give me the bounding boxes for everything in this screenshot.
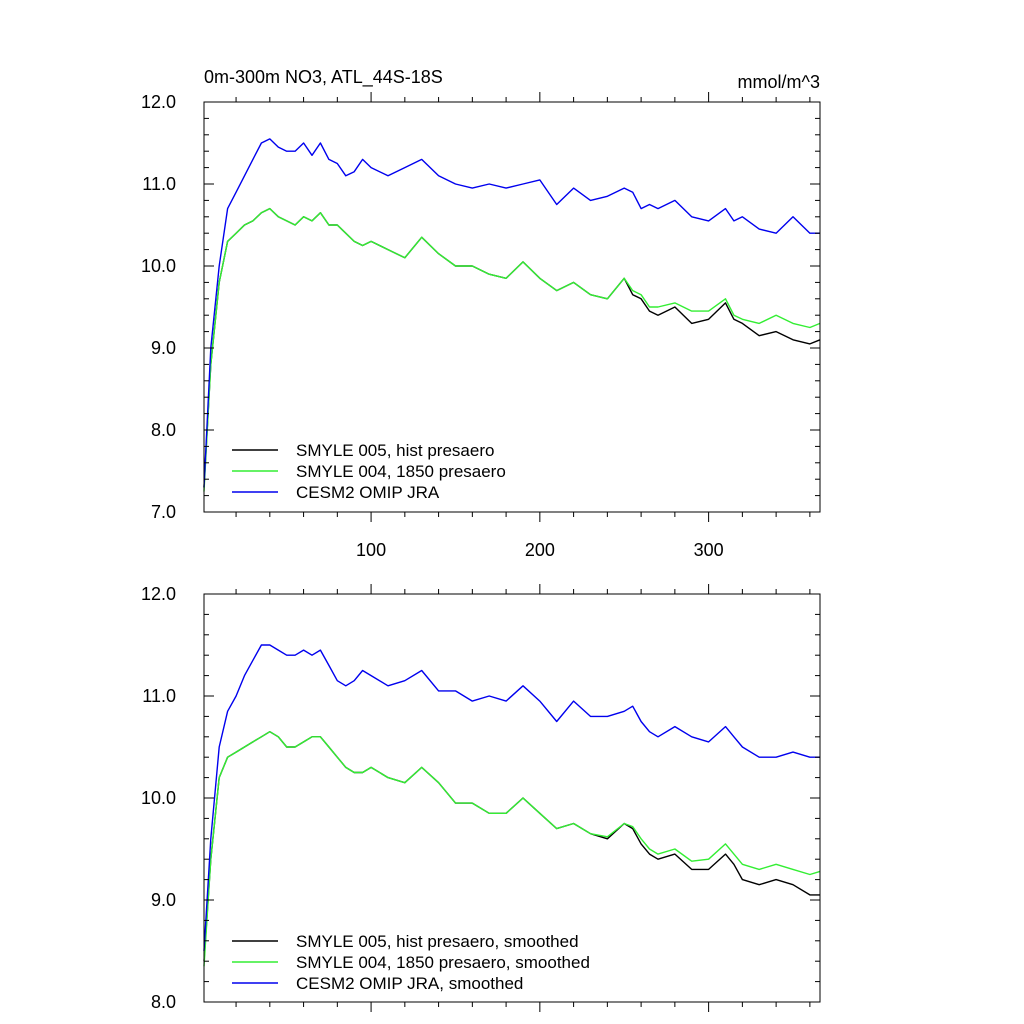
legend-label: CESM2 OMIP JRA: [296, 483, 440, 502]
y-tick-label: 10.0: [141, 256, 176, 276]
plot-frame: [203, 101, 821, 513]
y-tick-label: 8.0: [151, 420, 176, 440]
y-tick-label: 11.0: [142, 686, 176, 706]
x-tick-label: 100: [356, 540, 386, 560]
series-line-1-1: [203, 731, 821, 967]
chart-title: 0m-300m NO3, ATL_44S-18S: [204, 67, 443, 88]
y-tick-label: 12.0: [141, 584, 176, 604]
series-line-0-2: [203, 138, 820, 488]
x-tick-label: 300: [694, 540, 724, 560]
y-tick-label: 11.0: [142, 174, 176, 194]
units-label: mmol/m^3: [738, 72, 820, 92]
series-line-0-1: [203, 207, 821, 492]
legend-label: SMYLE 005, hist presaero: [296, 441, 494, 460]
legend-label: SMYLE 004, 1850 presaero: [296, 462, 506, 481]
x-tick-label: 200: [525, 540, 555, 560]
legend-label: CESM2 OMIP JRA, smoothed: [296, 974, 523, 993]
series-line-1-2: [203, 644, 820, 952]
legend-label: SMYLE 004, 1850 presaero, smoothed: [296, 953, 590, 972]
panel-smoothed: 8.0 9.0 10.0 11.0 12.0 SMYLE 005, hist presae…: [141, 584, 821, 1012]
y-tick-label: 9.0: [151, 890, 176, 910]
legend-label: SMYLE 005, hist presaero, smoothed: [296, 932, 579, 951]
panel-raw: 7.0 8.0 9.0 10.0 11.0 12.0 100 200 300 SMYLE 005,…: [141, 92, 821, 560]
y-tick-label: 12.0: [141, 92, 176, 112]
y-tick-label: 9.0: [151, 338, 176, 358]
y-tick-label: 10.0: [141, 788, 176, 808]
y-tick-label: 7.0: [151, 502, 176, 522]
y-tick-label: 8.0: [151, 992, 176, 1012]
